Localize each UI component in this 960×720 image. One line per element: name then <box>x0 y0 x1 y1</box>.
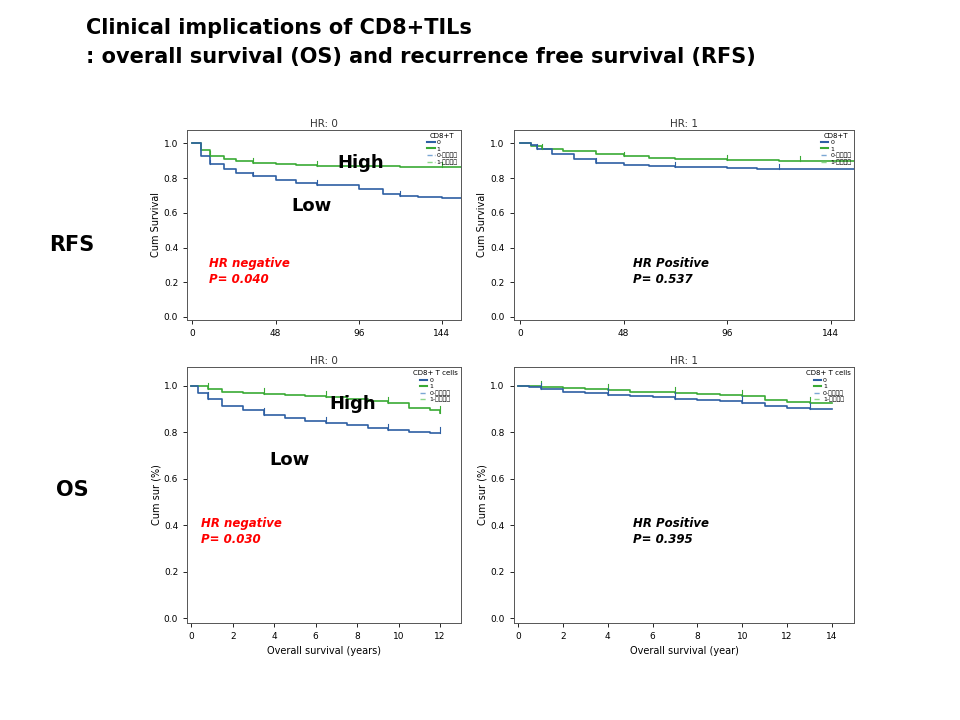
Text: HR negative
P= 0.040: HR negative P= 0.040 <box>209 257 290 286</box>
X-axis label: Overall survival (years): Overall survival (years) <box>267 647 381 657</box>
Text: HR Positive
P= 0.537: HR Positive P= 0.537 <box>633 257 708 286</box>
Legend: 0, 1, 0-생도결관, 1-생도결관: 0, 1, 0-생도결관, 1-생도결관 <box>804 369 853 404</box>
Title: HR: 0: HR: 0 <box>310 356 338 366</box>
Text: HR negative
P= 0.030: HR negative P= 0.030 <box>201 517 281 546</box>
X-axis label: Overall survival (year): Overall survival (year) <box>630 647 738 657</box>
Y-axis label: Cum Survival: Cum Survival <box>477 192 488 258</box>
Text: High: High <box>338 153 384 171</box>
Text: RFS: RFS <box>49 235 95 255</box>
Text: OS: OS <box>56 480 88 500</box>
Text: Low: Low <box>269 451 309 469</box>
Text: : overall survival (OS) and recurrence free survival (RFS): : overall survival (OS) and recurrence f… <box>86 47 756 67</box>
Legend: 0, 1, 0-생도결관, 1-생도결관: 0, 1, 0-생도결관, 1-생도결관 <box>425 131 460 166</box>
Text: Low: Low <box>291 197 331 215</box>
Title: HR: 0: HR: 0 <box>310 119 338 129</box>
Legend: 0, 1, 0-생도결관, 1-생도결관: 0, 1, 0-생도결관, 1-생도결관 <box>819 131 853 166</box>
Y-axis label: Cum sur (%): Cum sur (%) <box>477 464 488 526</box>
Text: High: High <box>329 395 376 413</box>
Y-axis label: Cum Survival: Cum Survival <box>151 192 161 258</box>
Title: HR: 1: HR: 1 <box>670 119 698 129</box>
Text: Clinical implications of CD8+TILs: Clinical implications of CD8+TILs <box>86 18 472 38</box>
Title: HR: 1: HR: 1 <box>670 356 698 366</box>
Y-axis label: Cum sur (%): Cum sur (%) <box>151 464 161 526</box>
Legend: 0, 1, 0-생도결관, 1-생도결관: 0, 1, 0-생도결관, 1-생도결관 <box>411 369 460 404</box>
Text: HR Positive
P= 0.395: HR Positive P= 0.395 <box>633 517 708 546</box>
